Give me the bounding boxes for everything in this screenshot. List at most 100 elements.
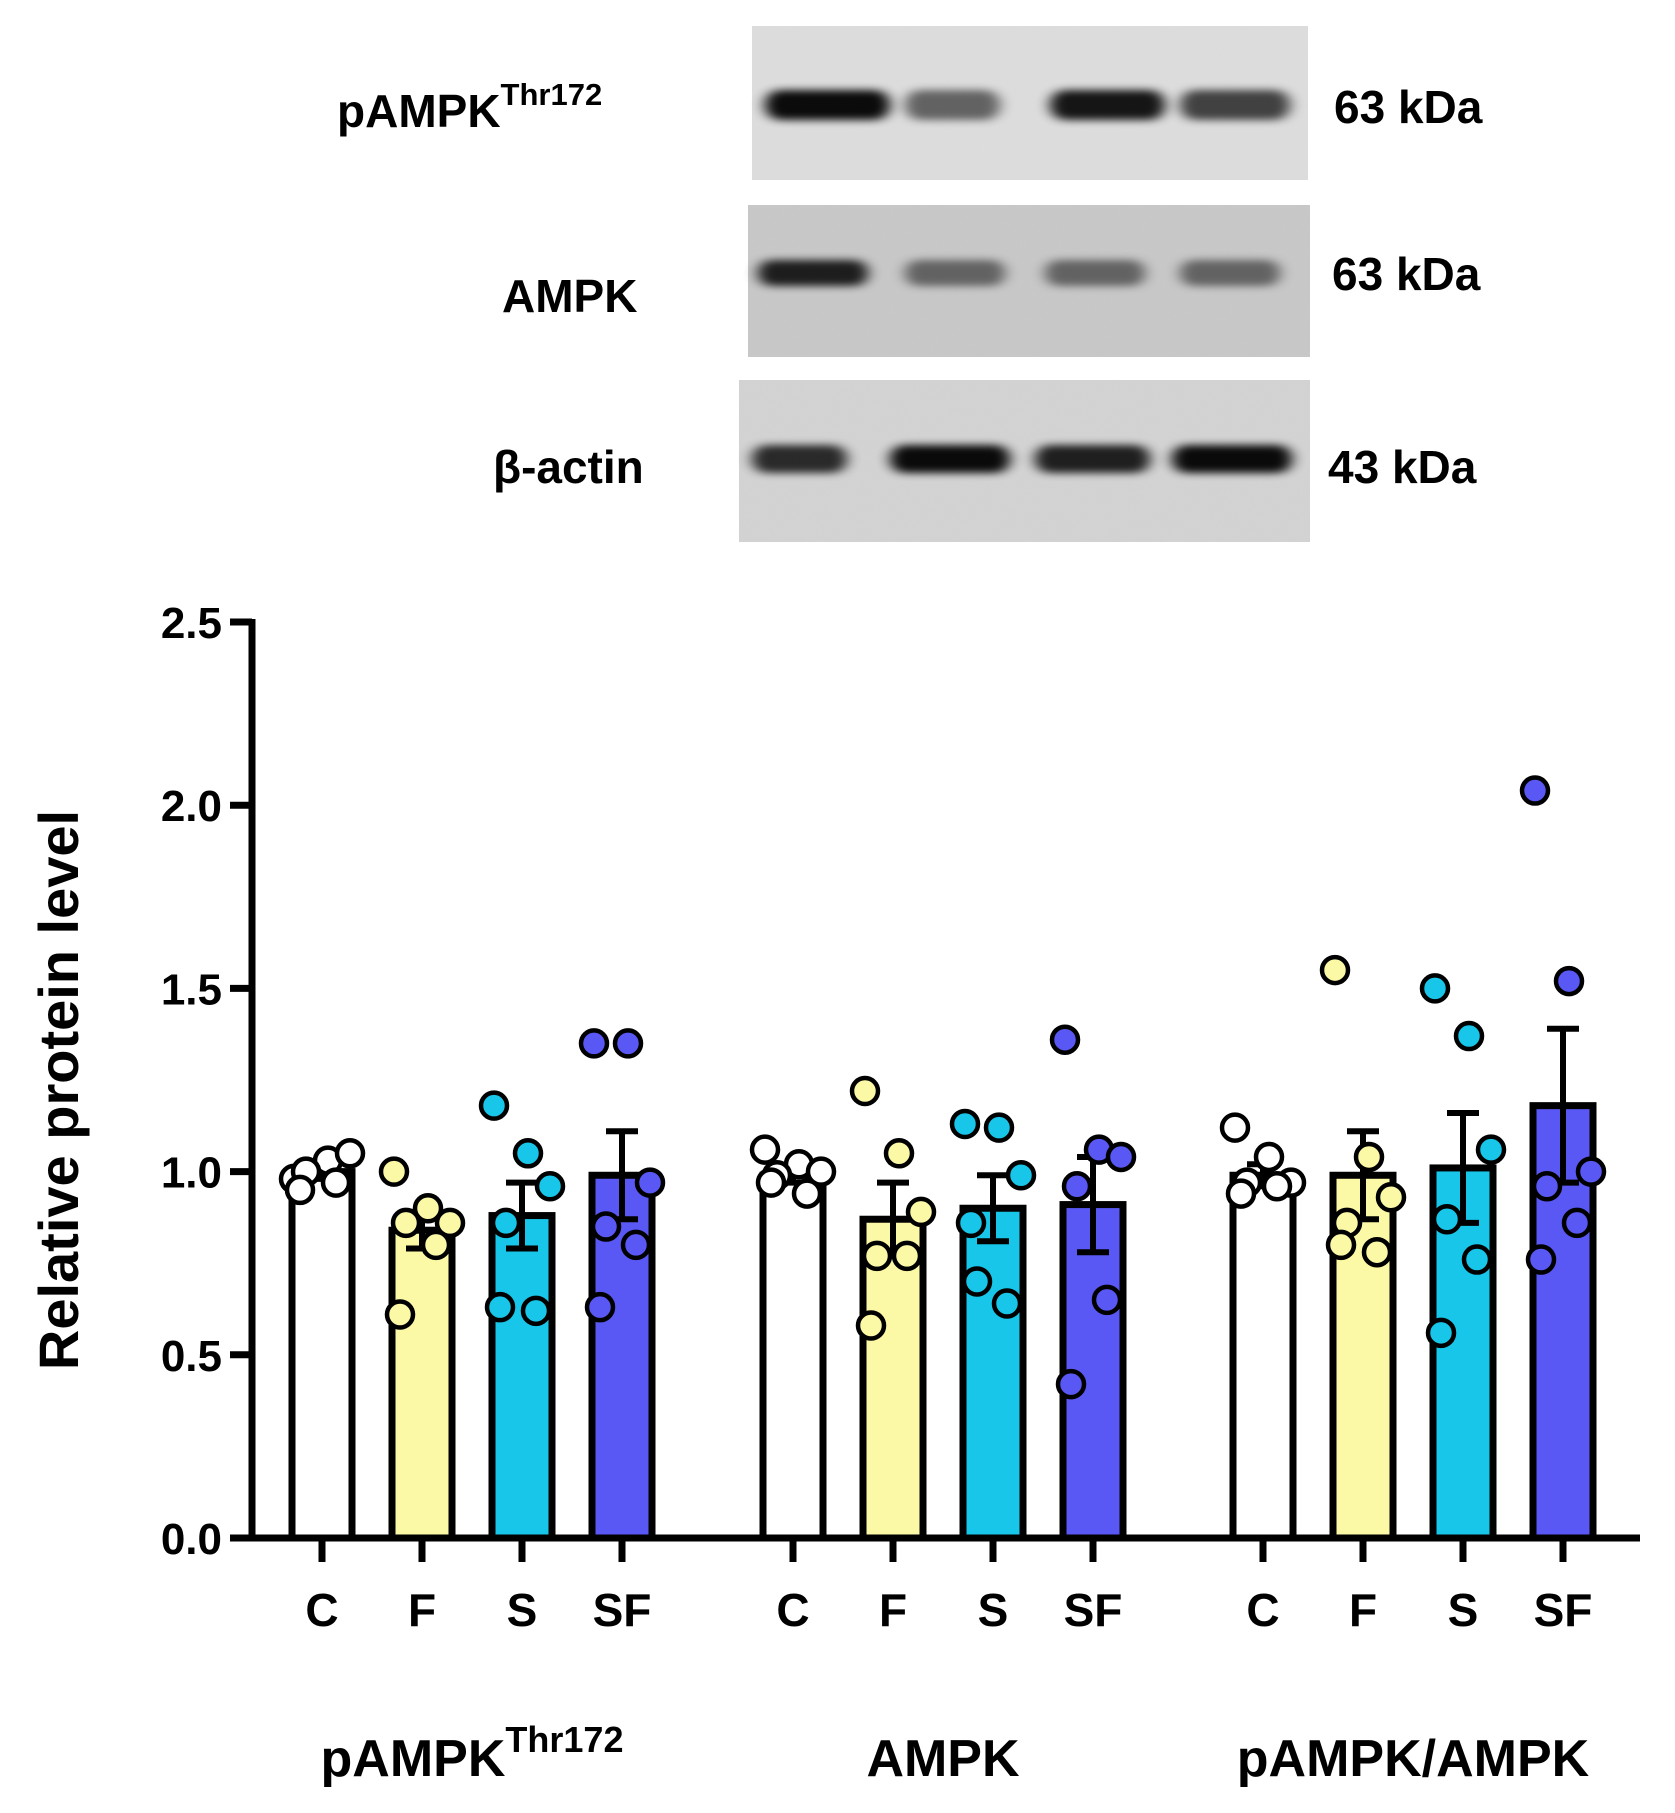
data-point	[883, 1138, 915, 1169]
y-tick-label: 1.5	[161, 965, 222, 1014]
data-point	[1425, 1317, 1457, 1349]
data-point	[791, 1178, 823, 1209]
data-point	[861, 1240, 893, 1272]
x-tick-labels: C F S SF C F S SF C F S SF	[305, 1584, 1592, 1636]
blot-band	[765, 90, 890, 120]
bar-c	[288, 1168, 356, 1542]
data-point	[1431, 1203, 1463, 1235]
data-point	[1561, 1207, 1593, 1239]
data-point	[390, 1207, 422, 1239]
data-point	[578, 1028, 610, 1059]
data-point	[378, 1156, 410, 1187]
blot-label-ampk: AMPK	[502, 270, 637, 322]
x-tick-label: SF	[1534, 1584, 1593, 1636]
blot-band	[905, 260, 1005, 286]
data-point	[1453, 1020, 1485, 1052]
data-point	[1461, 1244, 1493, 1275]
group-label: pAMPK/AMPK	[1237, 1730, 1590, 1788]
data-point	[590, 1211, 622, 1242]
western-blot-panel: pAMPKThr172 63 kDa AMPK 63 kDa β-actin 4…	[337, 26, 1483, 542]
data-point	[855, 1310, 887, 1341]
data-point	[1519, 775, 1551, 806]
blot-band	[1045, 260, 1145, 286]
blot-mw-ampk: 63 kDa	[1332, 248, 1481, 300]
data-point	[1049, 1024, 1081, 1055]
bar-c	[759, 1171, 827, 1542]
data-point	[1525, 1244, 1557, 1275]
blot-band	[1180, 260, 1280, 286]
blot-band	[905, 90, 1000, 120]
bar-s	[959, 1204, 1027, 1542]
data-point	[983, 1112, 1015, 1143]
data-points	[278, 775, 1607, 1400]
data-point	[1575, 1156, 1607, 1187]
x-tick-label: S	[978, 1584, 1009, 1636]
data-point	[284, 1174, 316, 1206]
data-point	[949, 1108, 981, 1140]
y-axis: 0.0 0.5 1.0 1.5 2.0 2.5	[161, 599, 256, 1564]
data-point	[484, 1291, 516, 1323]
x-tick-label: S	[507, 1584, 538, 1636]
blot-mw-pampk: 63 kDa	[1334, 81, 1483, 133]
blot-band	[1180, 90, 1290, 120]
blot-band	[1050, 90, 1165, 120]
data-point	[1531, 1171, 1563, 1202]
data-point	[534, 1171, 566, 1202]
data-point	[584, 1291, 616, 1323]
data-point	[434, 1207, 466, 1239]
blot-band	[758, 260, 868, 286]
data-point	[1419, 973, 1451, 1004]
data-point	[1105, 1141, 1137, 1173]
data-point	[1261, 1171, 1293, 1202]
data-point	[420, 1229, 452, 1261]
data-point	[612, 1028, 644, 1059]
data-point	[891, 1240, 923, 1272]
data-point	[755, 1167, 787, 1198]
y-axis-label: Relative protein level	[27, 810, 90, 1370]
x-tick-label: F	[879, 1584, 907, 1636]
bar-f	[388, 1226, 456, 1542]
data-point	[620, 1229, 652, 1261]
data-point	[512, 1138, 544, 1169]
group-label: AMPK	[866, 1730, 1020, 1788]
x-axis	[249, 1534, 1640, 1562]
data-point	[1219, 1112, 1251, 1143]
data-point	[384, 1299, 416, 1330]
data-point	[749, 1134, 781, 1165]
blot-row-pampk: pAMPKThr172 63 kDa	[337, 26, 1483, 180]
x-tick-label: SF	[593, 1584, 652, 1636]
y-tick-label: 0.5	[161, 1332, 222, 1381]
blot-band	[890, 445, 1010, 473]
data-point	[991, 1288, 1023, 1319]
data-point	[412, 1192, 444, 1224]
data-point	[1325, 1229, 1357, 1261]
y-tick-label: 0.0	[161, 1515, 222, 1564]
data-point	[1361, 1236, 1393, 1268]
data-point	[961, 1266, 993, 1297]
data-point	[1319, 954, 1351, 986]
blot-row-ampk: AMPK 63 kDa	[502, 205, 1481, 357]
y-tick-label: 2.0	[161, 782, 222, 831]
blot-band	[1172, 445, 1292, 473]
data-point	[955, 1207, 987, 1239]
x-tick-label: C	[776, 1584, 809, 1636]
blot-bands-ampk	[758, 260, 1280, 286]
blot-label-beta-actin: β-actin	[493, 441, 644, 493]
data-point	[905, 1196, 937, 1228]
blot-band	[752, 445, 847, 473]
blot-label-pampk: pAMPKThr172	[337, 77, 602, 137]
x-tick-label: C	[305, 1584, 338, 1636]
data-point	[478, 1090, 510, 1121]
group-label: pAMPKThr172	[321, 1719, 624, 1788]
x-tick-label: F	[1349, 1584, 1377, 1636]
blot-row-beta-actin: β-actin 43 kDa	[493, 380, 1477, 542]
bar-s	[488, 1212, 556, 1542]
bar-c	[1229, 1171, 1297, 1542]
blot-band	[1035, 445, 1150, 473]
data-point	[1225, 1178, 1257, 1209]
data-point	[320, 1167, 352, 1198]
x-tick-label: C	[1246, 1584, 1279, 1636]
data-point	[1553, 965, 1585, 997]
x-tick-label: F	[408, 1584, 436, 1636]
